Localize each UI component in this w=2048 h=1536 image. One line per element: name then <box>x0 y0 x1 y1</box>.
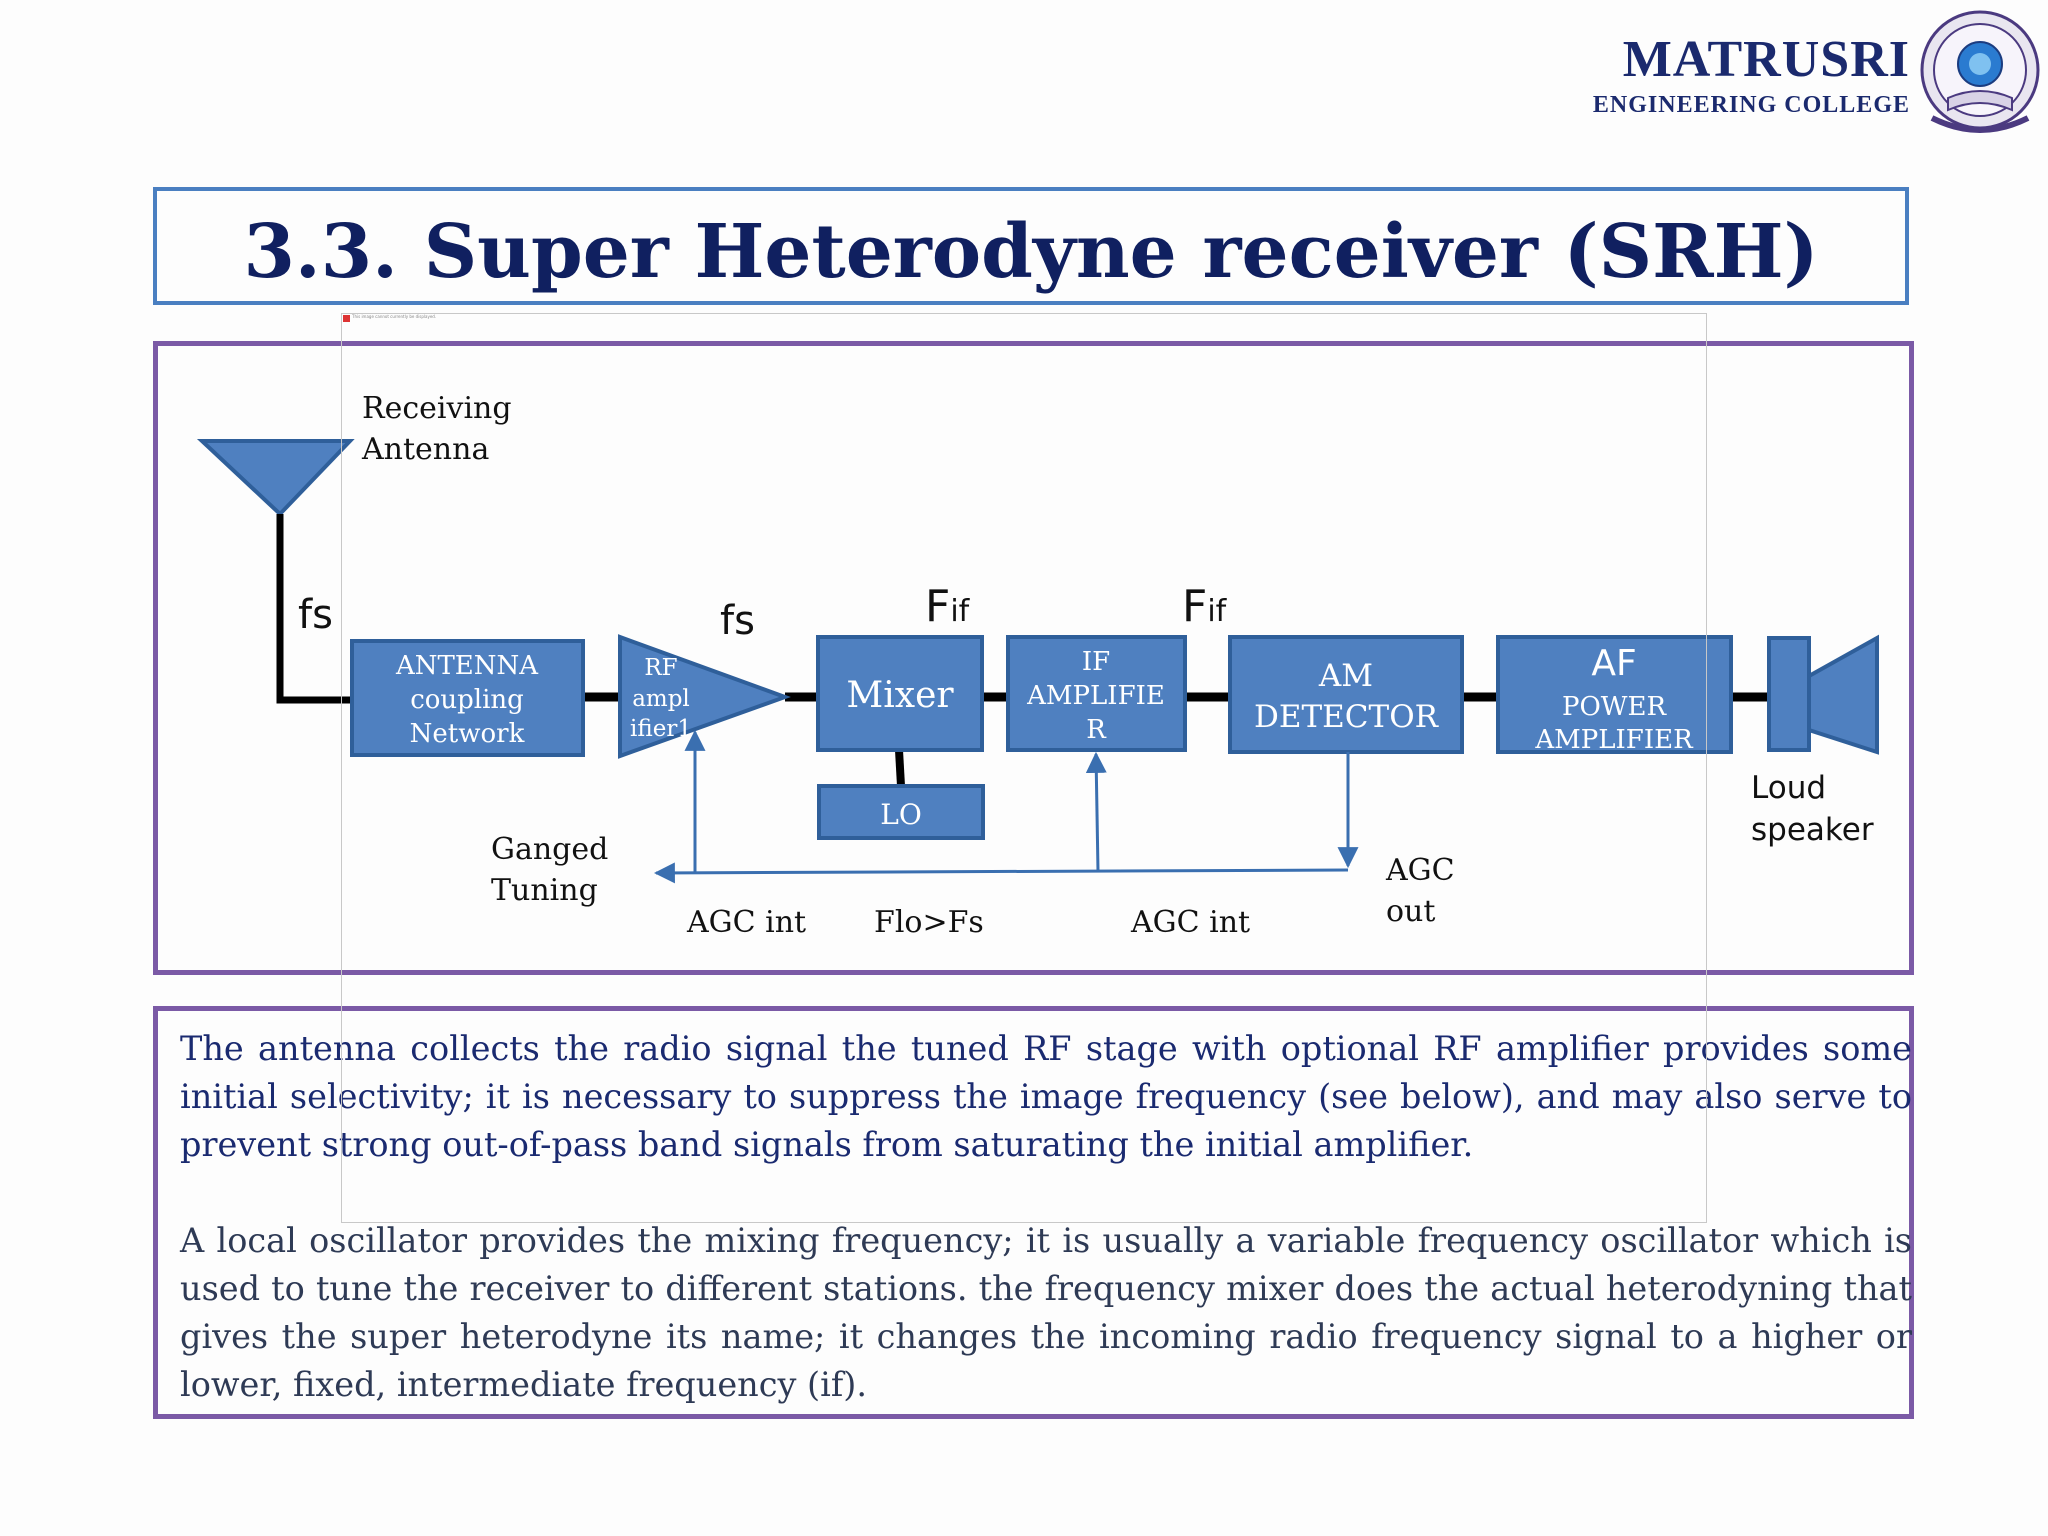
rf-amp-label-3: ifier1 <box>630 716 692 742</box>
fif-label-mixer: F <box>925 581 950 632</box>
mixer-block <box>816 635 984 752</box>
ganged-tuning-label-1: Ganged <box>491 832 608 867</box>
antenna-coupling-label-1: ANTENNA <box>395 651 539 681</box>
rf-amplifier-block <box>618 634 791 759</box>
loudspeaker-label-1: Loud <box>1751 770 1826 806</box>
agc-out-label-1: AGC <box>1385 853 1455 888</box>
antenna-coupling-block <box>350 639 585 757</box>
agc-feedback-lines <box>653 729 1359 884</box>
svg-text:Fif: Fif <box>925 581 971 632</box>
antenna-icon <box>196 439 355 517</box>
svg-text:Mixer: Mixer <box>846 675 954 716</box>
svg-text:AGC int: AGC int <box>1130 905 1250 940</box>
if-amplifier-block <box>1006 635 1187 752</box>
antenna-feed-line <box>276 514 352 704</box>
title-box: 3.3. Super Heterodyne receiver (SRH) <box>153 187 1909 305</box>
af-power-amplifier-block <box>1496 635 1733 754</box>
loudspeaker-label-2: speaker <box>1751 812 1874 848</box>
am-detector-block <box>1228 635 1464 754</box>
agc-out-label-2: out <box>1386 894 1435 929</box>
lo-connector <box>895 749 905 787</box>
fs-label-rf: fs <box>720 598 755 644</box>
am-detector-label-2: DETECTOR <box>1254 699 1440 735</box>
description-box: The antenna collects the radio signal th… <box>153 1006 1914 1419</box>
lo-block <box>817 784 985 840</box>
fif-sub-mixer: if <box>950 594 970 629</box>
antenna-label-1: Receiving <box>362 391 512 426</box>
svg-text:Fif: Fif <box>1182 581 1228 632</box>
paragraph-1: The antenna collects the radio signal th… <box>180 1029 1912 1164</box>
college-logo-text: MATRUSRI ENGINEERING COLLEGE <box>1580 30 1910 120</box>
af-amp-label-1: AF <box>1591 643 1636 684</box>
fs-label-antenna: fs <box>298 592 333 638</box>
svg-text:LO: LO <box>880 798 922 831</box>
mixer-label: Mixer <box>846 675 954 716</box>
svg-text:AGC int: AGC int <box>686 905 806 940</box>
college-seal-icon <box>1920 10 2040 133</box>
rf-amp-label-1: RF <box>644 655 677 681</box>
if-amp-label-2: AMPLIFIE <box>1026 681 1165 711</box>
slide-title: 3.3. Super Heterodyne receiver (SRH) <box>243 209 1819 295</box>
if-amp-label-3: R <box>1086 715 1107 745</box>
college-subtitle: ENGINEERING COLLEGE <box>1592 92 1910 118</box>
svg-text:fs: fs <box>720 598 755 644</box>
fif-sub-if: if <box>1207 594 1227 629</box>
fif-label-if: F <box>1182 581 1207 632</box>
college-name: MATRUSRI <box>1622 31 1910 88</box>
ganged-tuning-label-2: Tuning <box>491 873 598 908</box>
agc-int-label-2: AGC int <box>1130 905 1250 940</box>
svg-text:fs: fs <box>298 592 333 638</box>
svg-text:Flo>Fs: Flo>Fs <box>874 905 984 940</box>
antenna-label-2: Antenna <box>361 432 489 467</box>
if-amp-label-1: IF <box>1082 647 1110 677</box>
rf-amp-label-2: ampl <box>632 686 690 712</box>
antenna-coupling-label-2: coupling <box>410 685 524 715</box>
af-amp-label-2: POWER <box>1562 692 1668 722</box>
paragraph-2: A local oscillator provides the mixing f… <box>180 1221 1912 1404</box>
lo-label: LO <box>880 798 922 831</box>
am-detector-label-1: AM <box>1318 658 1373 694</box>
loudspeaker-icon <box>1767 634 1879 755</box>
agc-int-label-1: AGC int <box>686 905 806 940</box>
flo-fs-label: Flo>Fs <box>874 905 984 940</box>
af-amp-label-3: AMPLIFIER <box>1534 725 1694 755</box>
antenna-coupling-label-3: Network <box>410 719 525 749</box>
